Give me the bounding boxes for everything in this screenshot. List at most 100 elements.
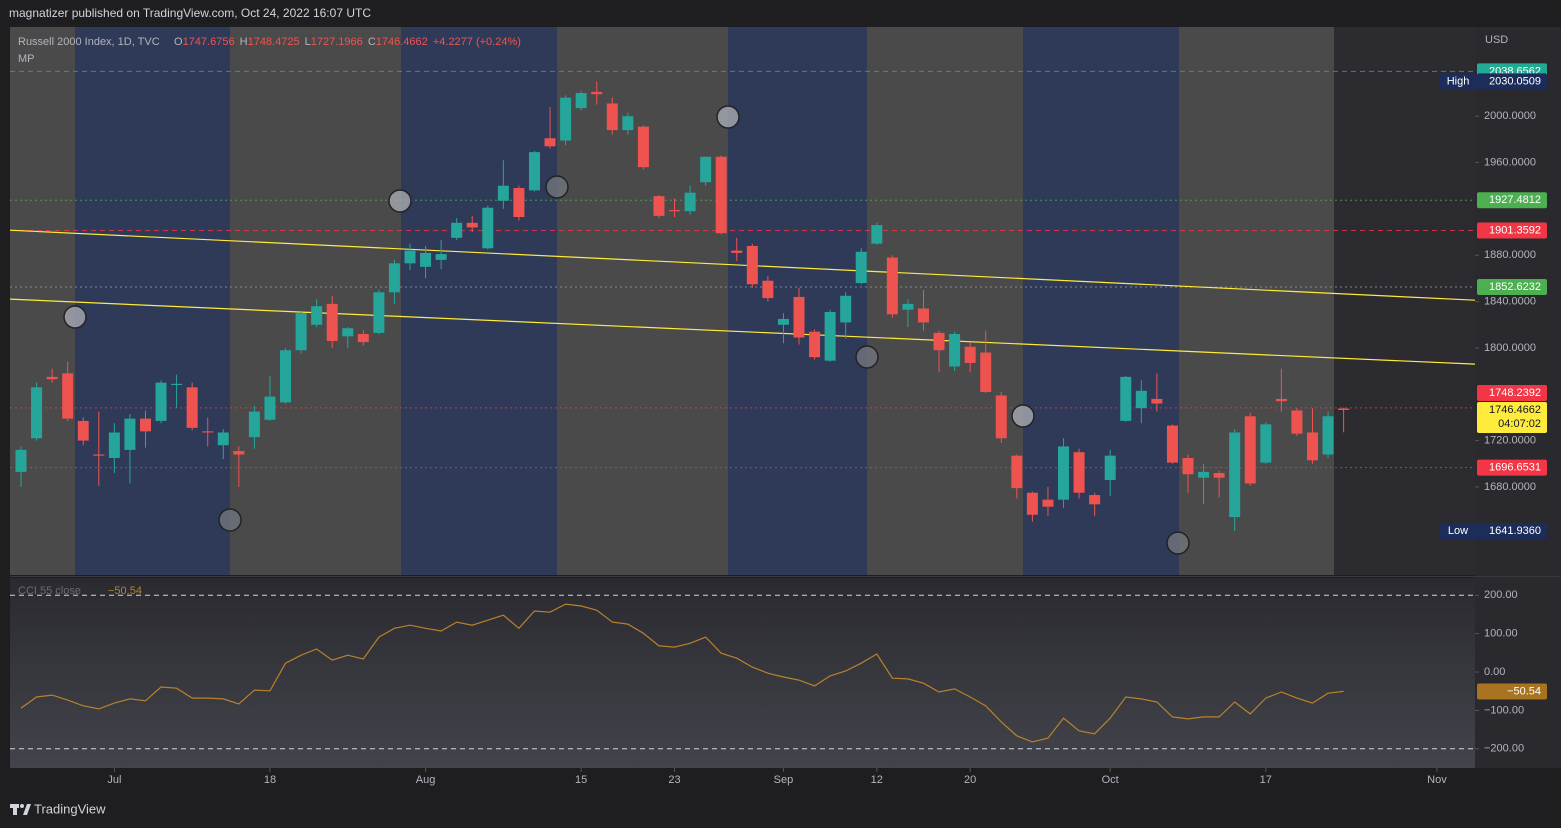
current-price-label: 1746.4662 bbox=[1489, 404, 1541, 416]
candle-body bbox=[902, 303, 914, 310]
trendline bbox=[9, 229, 1476, 301]
x-tick-label: Aug bbox=[416, 774, 436, 786]
candle-body bbox=[762, 280, 774, 299]
pivot-markers bbox=[63, 105, 1190, 555]
candle-body bbox=[1026, 492, 1038, 515]
candle-body bbox=[637, 126, 649, 168]
candle-body bbox=[1182, 457, 1194, 475]
candle-body bbox=[544, 138, 556, 147]
y-tick-label: 1880.0000 bbox=[1484, 249, 1536, 261]
pivot-marker bbox=[1011, 404, 1035, 428]
candle-body bbox=[653, 196, 665, 216]
candle-body bbox=[1213, 473, 1225, 478]
candle-body bbox=[482, 207, 494, 249]
candle-body bbox=[528, 152, 540, 191]
legend-low: 1727.1966 bbox=[311, 36, 363, 48]
candle-body bbox=[731, 250, 743, 253]
price-badge bbox=[1477, 459, 1547, 476]
x-tick-label: Sep bbox=[774, 774, 794, 786]
candle-body bbox=[1306, 432, 1318, 461]
candle-body bbox=[93, 454, 105, 456]
price-badge-label: 1641.9360 bbox=[1489, 525, 1541, 537]
candle-body bbox=[622, 116, 634, 131]
candle-body bbox=[824, 312, 836, 361]
indicator-pane bbox=[10, 578, 1475, 768]
candle-body bbox=[1229, 432, 1241, 518]
candle-body bbox=[1120, 376, 1132, 421]
legend-ohlc: O1747.6756 H1748.4725 L1727.1966 C1746.4… bbox=[174, 36, 521, 48]
candle-body bbox=[1322, 416, 1334, 455]
candle-body bbox=[46, 376, 58, 380]
legend-close-label: C bbox=[368, 36, 376, 48]
candle-body bbox=[980, 352, 992, 392]
candle-body bbox=[466, 222, 478, 228]
candle-body bbox=[388, 263, 400, 293]
candle-body bbox=[933, 332, 945, 351]
publish-header: magnatizer published on TradingView.com,… bbox=[9, 6, 371, 20]
candle-body bbox=[1291, 410, 1303, 434]
candle-body bbox=[233, 451, 245, 455]
cci-line bbox=[20, 603, 1344, 743]
price-badge-label: 1696.6531 bbox=[1489, 462, 1541, 474]
trendline bbox=[9, 298, 1476, 365]
candle-body bbox=[139, 418, 151, 432]
candle-body bbox=[280, 350, 292, 403]
band bbox=[1023, 27, 1179, 575]
legend-open: 1747.6756 bbox=[183, 36, 235, 48]
price-badge bbox=[1477, 192, 1547, 209]
pivot-marker bbox=[545, 175, 569, 199]
legend-high-label: H bbox=[240, 36, 248, 48]
legend-open-label: O bbox=[174, 36, 183, 48]
candle-body bbox=[217, 432, 229, 446]
price-badge-label: 1748.2392 bbox=[1489, 387, 1541, 399]
candle-body bbox=[1260, 424, 1272, 463]
candle-body bbox=[1151, 398, 1163, 404]
candle-body bbox=[560, 97, 572, 141]
footer-logo bbox=[10, 804, 31, 815]
footer-brand: TradingView bbox=[34, 801, 106, 816]
y-tick-label: 1960.0000 bbox=[1484, 156, 1536, 168]
candle-body bbox=[124, 418, 136, 450]
candle-body bbox=[357, 334, 369, 343]
y-tick-label: 0.00 bbox=[1484, 666, 1505, 678]
candle-body bbox=[186, 387, 198, 428]
candle-body bbox=[15, 449, 27, 472]
candle-body bbox=[886, 257, 898, 315]
candle-body bbox=[809, 331, 821, 358]
y-tick-label: 200.00 bbox=[1484, 589, 1518, 601]
session-bands bbox=[10, 27, 1475, 575]
low-label: Low bbox=[1448, 525, 1468, 537]
y-tick-label: −200.00 bbox=[1484, 743, 1524, 755]
countdown: 04:07:02 bbox=[1498, 418, 1541, 430]
candle-body bbox=[1244, 416, 1256, 484]
candle-body bbox=[1073, 452, 1085, 493]
candle-body bbox=[793, 296, 805, 338]
candle-body bbox=[715, 156, 727, 234]
pivot-marker bbox=[63, 305, 87, 329]
x-tick-label: 17 bbox=[1260, 774, 1272, 786]
high-label-box bbox=[1439, 73, 1477, 90]
x-tick-label: 12 bbox=[871, 774, 883, 786]
candle-body bbox=[248, 411, 260, 438]
candle-body bbox=[591, 91, 603, 95]
candle-body bbox=[108, 432, 120, 458]
band bbox=[75, 27, 230, 575]
candle-body bbox=[1275, 398, 1287, 402]
price-badge bbox=[1477, 683, 1547, 700]
price-badge-label: 1901.3592 bbox=[1489, 224, 1541, 236]
candle-body bbox=[513, 188, 525, 218]
candle-body bbox=[855, 251, 867, 284]
legend-change: +4.2277 (+0.24%) bbox=[433, 36, 521, 48]
logo-part bbox=[20, 804, 24, 808]
x-tick-label: 23 bbox=[668, 774, 680, 786]
band bbox=[1334, 27, 1475, 575]
candle-body bbox=[326, 303, 338, 341]
x-tick-label: 18 bbox=[264, 774, 276, 786]
candle-body bbox=[746, 245, 758, 285]
pivot-marker bbox=[1166, 531, 1190, 555]
pivot-marker bbox=[855, 345, 879, 369]
low-label-box bbox=[1439, 523, 1477, 540]
x-tick-label: Oct bbox=[1102, 774, 1119, 786]
high-label: High bbox=[1447, 75, 1470, 87]
